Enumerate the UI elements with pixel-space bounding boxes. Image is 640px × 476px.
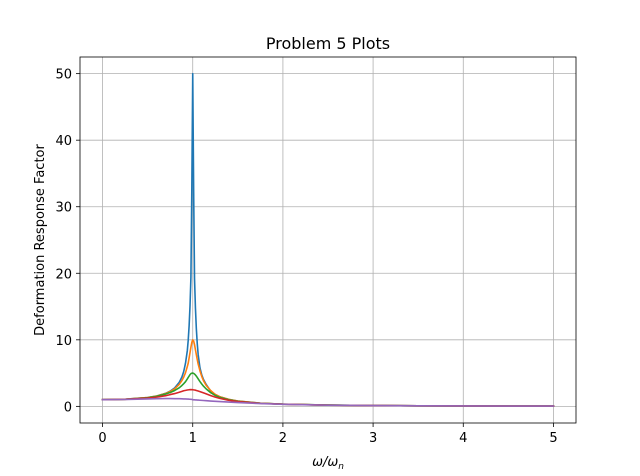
x-tick-label: 2 [279, 431, 287, 446]
series-group [101, 72, 555, 407]
y-tick-label: 10 [55, 334, 72, 349]
y-tick-label: 0 [64, 400, 72, 415]
series-line-5 [101, 397, 555, 407]
y-axis-label: Deformation Response Factor [33, 144, 48, 336]
y-tick-label: 20 [55, 267, 72, 282]
y-tick-label: 40 [55, 134, 72, 149]
series-line-3 [101, 372, 555, 407]
chart-title: Problem 5 Plots [266, 34, 390, 53]
x-axis-label-subscript: n [338, 462, 344, 472]
x-axis-label: ω/ωn [312, 455, 344, 472]
x-tick-label: 5 [549, 431, 557, 446]
x-tick-label: 3 [369, 431, 377, 446]
series-line-1 [101, 72, 555, 407]
series-line-2 [101, 339, 555, 407]
x-axis-label-main: ω/ω [312, 455, 338, 470]
grid [80, 57, 576, 423]
y-tick-label: 50 [55, 68, 72, 83]
x-tick-label: 1 [189, 431, 197, 446]
plot-frame [79, 56, 577, 424]
x-tick-label: 0 [98, 431, 106, 446]
y-tick-label: 30 [55, 201, 72, 216]
x-tick-label: 4 [459, 431, 467, 446]
